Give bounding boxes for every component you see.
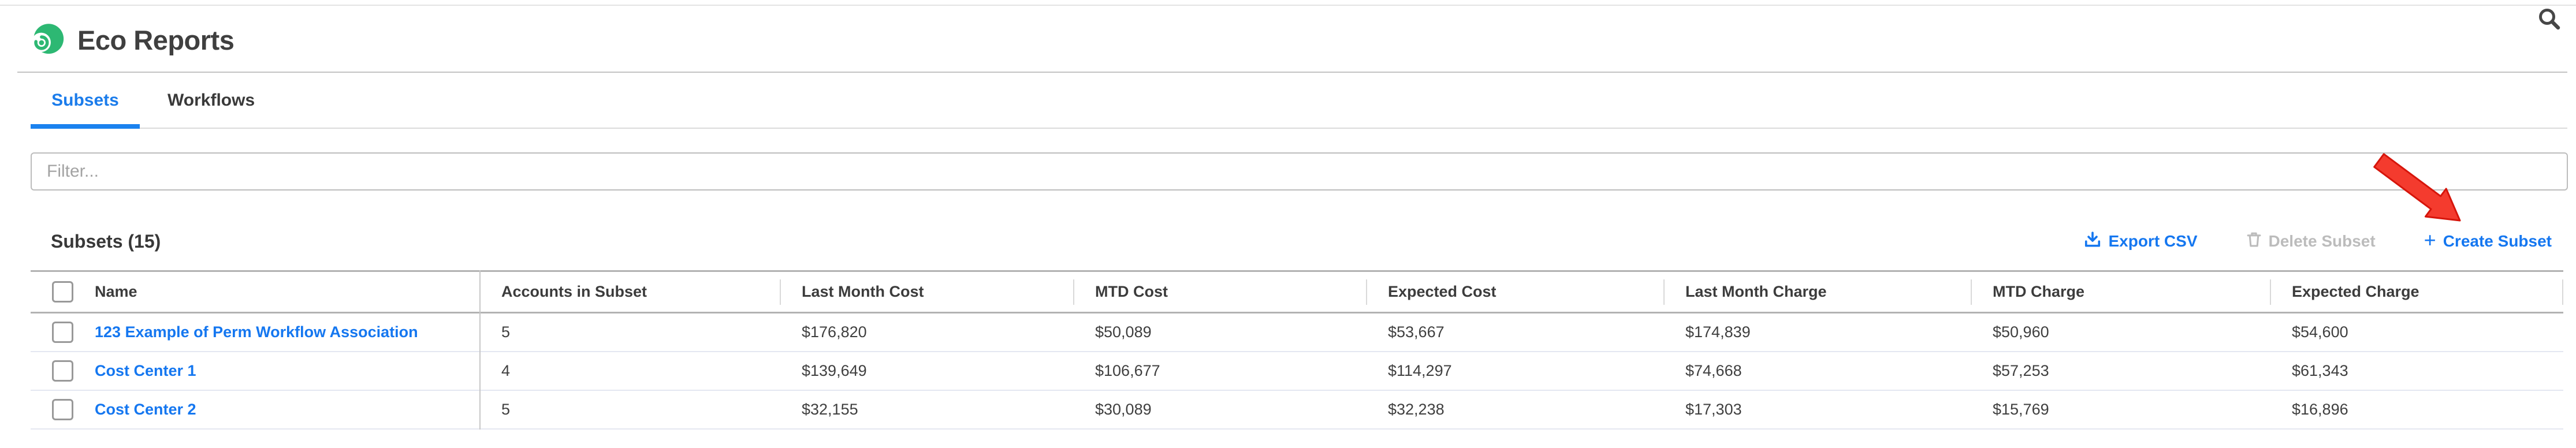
cell-value: $57,253 <box>1993 362 2049 379</box>
cell-value: $114,297 <box>1388 362 1452 379</box>
search-icon[interactable] <box>2538 8 2561 33</box>
cell-value: $61,343 <box>2292 362 2348 379</box>
table-body: 123 Example of Perm Workflow Association… <box>31 313 2563 430</box>
tab-workflows[interactable]: Workflows <box>167 90 255 110</box>
row-checkbox[interactable] <box>52 399 73 420</box>
filter-container <box>31 152 2568 191</box>
cell-value: $16,896 <box>2292 401 2348 418</box>
delete-subset-button[interactable]: Delete Subset <box>2246 231 2376 252</box>
table-row: Cost Center 2 5 $32,155 $30,089 $32,238 … <box>31 391 2563 430</box>
annotation-arrow <box>2373 153 2461 222</box>
cell-value: 4 <box>501 362 511 379</box>
cell-value: $74,668 <box>1685 362 1742 379</box>
create-subset-label: Create Subset <box>2443 232 2552 250</box>
column-header-name: Name <box>95 283 137 300</box>
cell-value: $139,649 <box>802 362 867 379</box>
eco-logo-icon <box>30 23 66 59</box>
cell-value: $174,839 <box>1685 323 1751 341</box>
cell-value: $32,155 <box>802 401 858 418</box>
subsets-count-heading: Subsets (15) <box>51 231 161 252</box>
subset-name-link[interactable]: Cost Center 2 <box>95 401 196 418</box>
create-subset-button[interactable]: + Create Subset <box>2424 228 2552 252</box>
export-csv-label: Export CSV <box>2108 232 2198 250</box>
column-header-expected-cost: Expected Cost <box>1366 272 1663 312</box>
table-header-row: Name Accounts in Subset Last Month Cost … <box>31 270 2563 313</box>
column-header-mtd-cost: MTD Cost <box>1073 272 1366 312</box>
column-header-expected-charge: Expected Charge <box>2270 272 2563 312</box>
cell-value: $30,089 <box>1095 401 1152 418</box>
cell-value: $176,820 <box>802 323 867 341</box>
subset-name-link[interactable]: Cost Center 1 <box>95 362 196 379</box>
subset-name-link[interactable]: 123 Example of Perm Workflow Association <box>95 323 418 341</box>
select-all-checkbox[interactable] <box>52 281 73 303</box>
cell-value: 5 <box>501 401 511 418</box>
cell-value: $32,238 <box>1388 401 1445 418</box>
export-csv-button[interactable]: Export CSV <box>2084 231 2198 252</box>
trash-icon <box>2246 231 2262 252</box>
filter-input[interactable] <box>32 154 2567 189</box>
column-header-accounts: Accounts in Subset <box>479 272 780 312</box>
top-border-line <box>0 5 2576 6</box>
tab-subsets[interactable]: Subsets <box>31 73 140 129</box>
page-title: Eco Reports <box>77 25 234 55</box>
delete-subset-label: Delete Subset <box>2268 232 2376 250</box>
header-divider <box>17 72 2567 73</box>
cell-value: $17,303 <box>1685 401 1742 418</box>
column-header-last-month-charge: Last Month Charge <box>1663 272 1971 312</box>
download-icon <box>2084 231 2101 252</box>
row-checkbox[interactable] <box>52 322 73 343</box>
cell-value: $106,677 <box>1095 362 1160 379</box>
column-header-mtd-charge: MTD Charge <box>1971 272 2270 312</box>
row-checkbox[interactable] <box>52 360 73 382</box>
column-header-last-month-cost: Last Month Cost <box>780 272 1073 312</box>
table-row: Cost Center 1 4 $139,649 $106,677 $114,2… <box>31 352 2563 391</box>
tab-bar: Subsets Workflows <box>31 73 2567 129</box>
name-column-divider <box>479 270 481 430</box>
action-bar: Export CSV Delete Subset + Create Subset <box>2084 227 2552 255</box>
cell-value: $53,667 <box>1388 323 1445 341</box>
cell-value: $15,769 <box>1993 401 2049 418</box>
subsets-table: Name Accounts in Subset Last Month Cost … <box>31 270 2563 430</box>
cell-value: $54,600 <box>2292 323 2348 341</box>
table-row: 123 Example of Perm Workflow Association… <box>31 313 2563 352</box>
plus-icon: + <box>2424 228 2436 252</box>
cell-value: 5 <box>501 323 511 341</box>
cell-value: $50,089 <box>1095 323 1152 341</box>
cell-value: $50,960 <box>1993 323 2049 341</box>
